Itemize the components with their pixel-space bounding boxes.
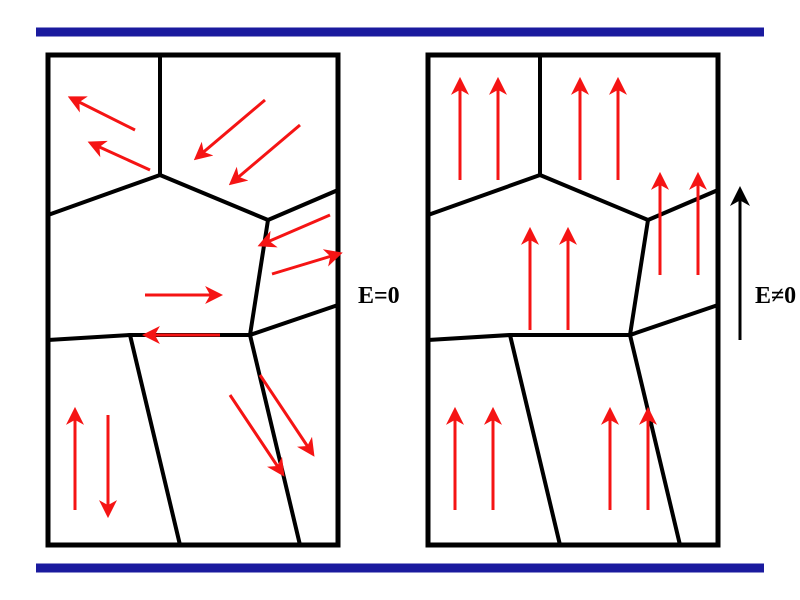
grain-boundary: [48, 175, 160, 215]
grain-boundary: [48, 335, 130, 340]
grain-boundary: [428, 175, 540, 215]
grain-boundary: [160, 175, 268, 220]
dipole-arrow: [272, 255, 335, 274]
dipole-arrow: [235, 125, 300, 180]
grain-boundary: [428, 335, 510, 340]
grain-boundary: [250, 220, 268, 335]
grain-box: [428, 55, 718, 545]
panel-left: E=0: [48, 55, 400, 545]
grain-boundary: [510, 335, 560, 545]
dipole-arrow: [200, 100, 265, 155]
grain-boundary: [630, 220, 648, 335]
dipole-arrow: [95, 145, 150, 170]
grain-boundary: [250, 335, 300, 545]
grain-boundary: [540, 175, 648, 220]
dipole-arrow: [75, 100, 135, 130]
diagram-canvas: E=0 E≠0: [0, 0, 800, 600]
grain-boundary: [630, 305, 718, 335]
grain-boundary: [250, 305, 338, 335]
panel-right: E≠0: [428, 55, 796, 545]
grain-boundary: [130, 335, 180, 545]
field-label: E=0: [358, 283, 400, 309]
grain-boundary: [630, 335, 680, 545]
field-label: E≠0: [755, 283, 796, 309]
